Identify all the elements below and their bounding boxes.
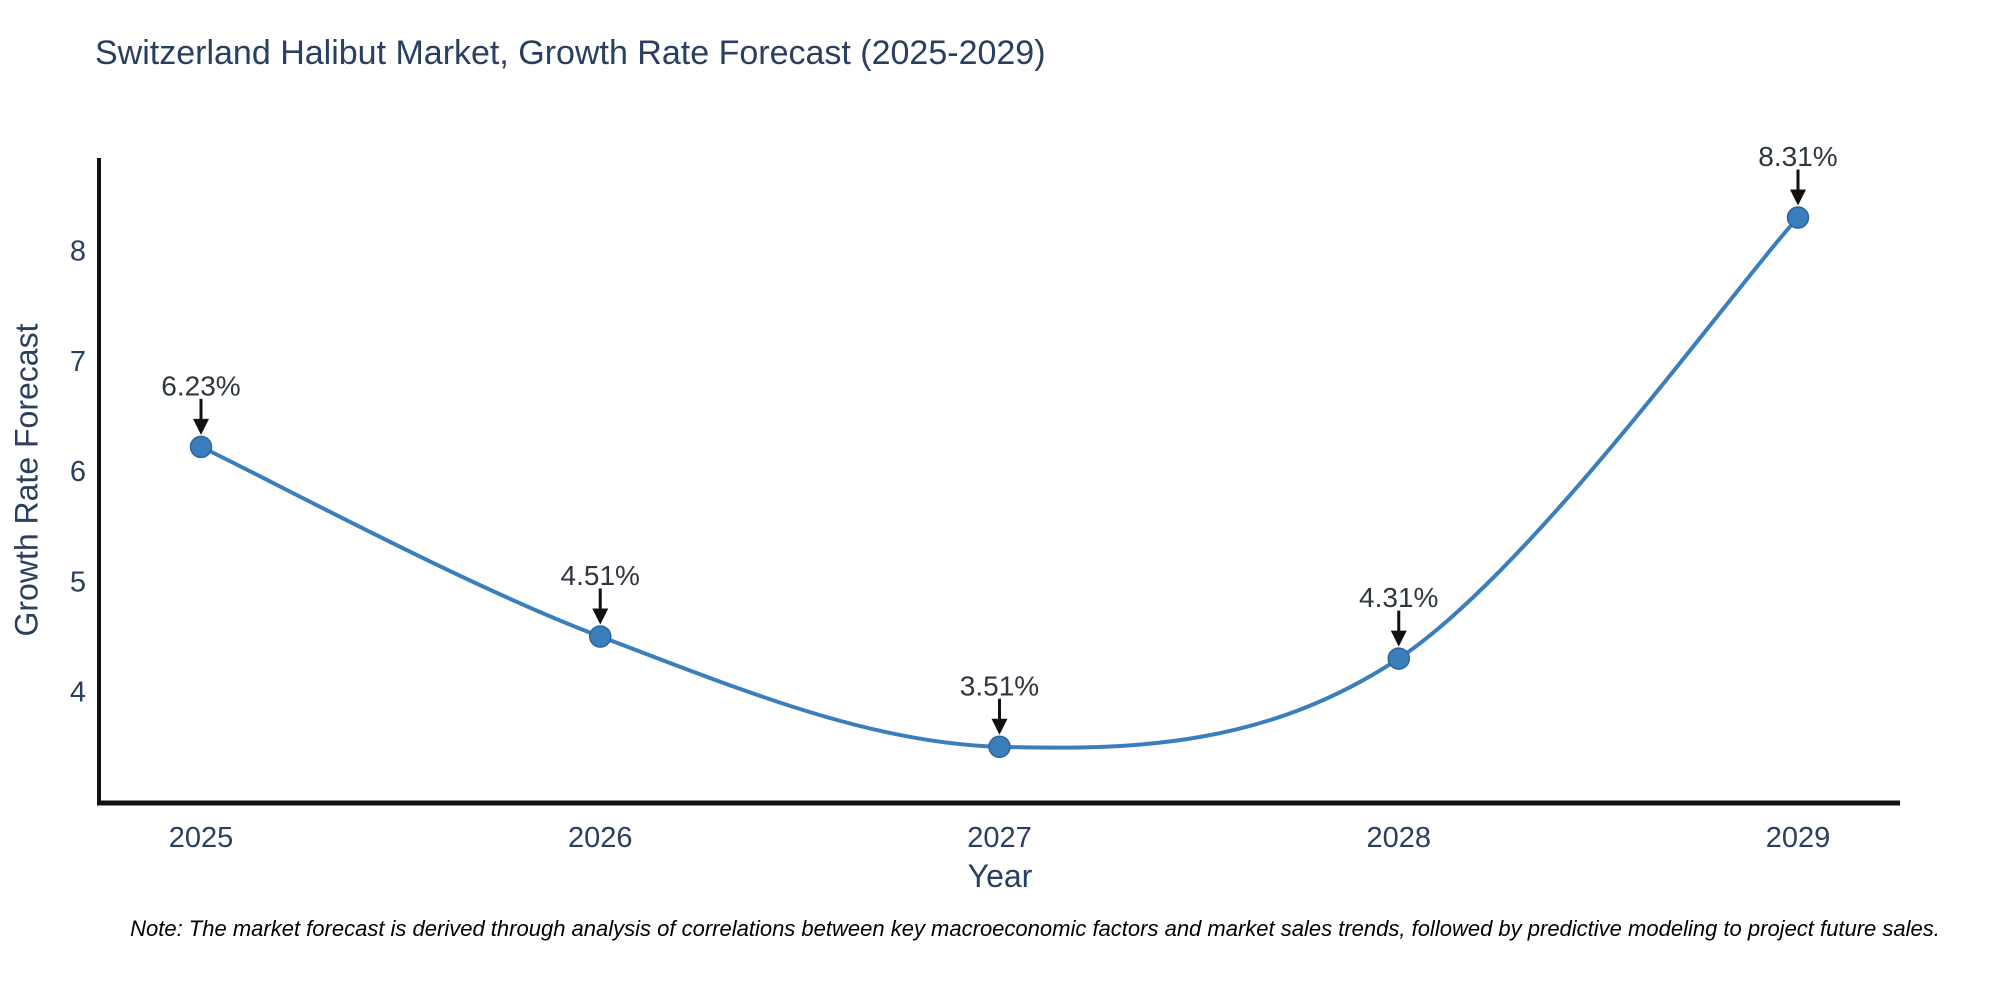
annotation-label: 3.51% [960,670,1039,701]
annotation-arrowhead [1390,630,1407,647]
annotation-label: 6.23% [161,370,240,401]
y-tick-label: 5 [70,566,86,598]
annotation-arrowhead [991,718,1008,735]
data-point-marker-2025[interactable] [189,435,213,459]
annotation-label: 4.31% [1359,582,1438,613]
y-tick-label: 7 [70,346,86,378]
footnote: Note: The market forecast is derived thr… [130,916,1940,941]
x-tick-label: 2026 [568,822,633,854]
series-line [199,215,1800,750]
annotation-arrowhead [1790,189,1806,206]
data-point-marker-2029[interactable] [1786,206,1810,229]
annotation-label: 4.51% [561,560,640,591]
annotation-arrowhead [193,418,209,435]
x-tick-label: 2025 [169,822,234,854]
x-tick-label: 2029 [1766,822,1831,854]
y-tick-label: 8 [70,236,86,268]
data-point-marker-2026[interactable] [589,625,612,648]
y-tick-label: 6 [70,456,86,488]
chart-title: Switzerland Halibut Market, Growth Rate … [95,34,1046,72]
x-axis-title: Year [967,858,1033,894]
x-tick-label: 2028 [1366,822,1431,854]
y-tick-label: 4 [70,677,86,709]
annotation-label: 8.31% [1758,141,1837,172]
data-point-marker-2027[interactable] [988,735,1011,759]
x-tick-label: 2027 [967,822,1032,854]
data-point-marker-2028[interactable] [1387,647,1410,670]
annotation-arrowhead [592,608,609,625]
